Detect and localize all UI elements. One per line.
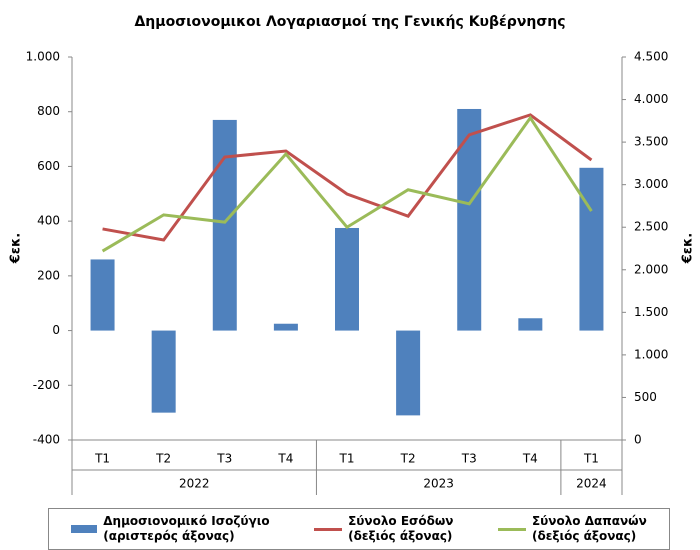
y-tick-label: -400 [33, 433, 60, 447]
bar [518, 318, 543, 331]
x-tick-label: T1 [94, 452, 110, 466]
y2-tick-label: 1.000 [634, 347, 668, 361]
y2-tick-label: 500 [634, 390, 657, 404]
x-tick-label: T4 [522, 452, 538, 466]
x-tick-label: T1 [339, 452, 355, 466]
y2-tick-label: 2.500 [634, 220, 668, 234]
legend-item: Σύνολο Εσόδων (δεξιός άξονας) [314, 514, 453, 544]
bar [273, 323, 298, 331]
bar [151, 330, 176, 413]
x-tick-label: T3 [461, 452, 477, 466]
bar [90, 259, 115, 331]
y-tick-label: 400 [37, 214, 60, 228]
bar [396, 330, 421, 416]
legend-item: Δημοσιονομικό Ισοζύγιο (αριστερός άξονας… [71, 514, 270, 544]
legend-swatch [497, 527, 526, 531]
legend-label: Σύνολο Εσόδων (δεξιός άξονας) [348, 514, 454, 543]
bar [457, 108, 482, 331]
legend-swatch [71, 525, 98, 533]
y-tick-label: -200 [33, 378, 60, 392]
y-tick-label: 200 [37, 268, 60, 282]
y2-tick-label: 2.000 [634, 262, 668, 276]
y-tick-label: 1.000 [26, 50, 60, 64]
line-series [102, 113, 593, 242]
x-tick-label: T2 [400, 452, 416, 466]
chart: Δημοσιονομικοι Λογαριασμοί της Γενικής Κ… [9, 14, 696, 495]
y2-tick-label: 4.500 [634, 50, 668, 64]
y2-tick-label: 0 [634, 433, 642, 447]
legend-item: Σύνολο Δαπανών (δεξιός άξονας) [497, 514, 647, 544]
bar [579, 167, 604, 331]
bar [335, 227, 359, 331]
legend-label: Δημοσιονομικό Ισοζύγιο (αριστερός άξονας… [103, 514, 270, 543]
legend: Δημοσιονομικό Ισοζύγιο (αριστερός άξονας… [48, 508, 670, 550]
y2-tick-label: 1.500 [634, 305, 668, 319]
group-label: 2022 [179, 477, 210, 491]
y2-tick-label: 3.500 [634, 135, 668, 149]
group-label: 2023 [423, 477, 454, 491]
y2-tick-label: 3.000 [634, 177, 668, 191]
y-axis-title: €εκ. [9, 233, 24, 264]
x-tick-label: T1 [583, 452, 599, 466]
y-tick-label: 0 [52, 323, 60, 337]
bar [212, 119, 237, 331]
chart-title: Δημοσιονομικοι Λογαριασμοί της Γενικής Κ… [134, 14, 565, 30]
line-series [101, 115, 593, 253]
x-tick-label: T4 [277, 452, 293, 466]
y-tick-label: 800 [37, 104, 60, 118]
x-tick-label: T2 [155, 452, 171, 466]
y2-axis-title: €εκ. [681, 233, 696, 264]
x-tick-label: T3 [216, 452, 232, 466]
y-tick-label: 600 [37, 159, 60, 173]
legend-swatch [314, 527, 343, 531]
y2-tick-label: 4.000 [634, 92, 668, 106]
legend-label: Σύνολο Δαπανών (δεξιός άξονας) [531, 514, 647, 543]
group-label: 2024 [576, 477, 607, 491]
